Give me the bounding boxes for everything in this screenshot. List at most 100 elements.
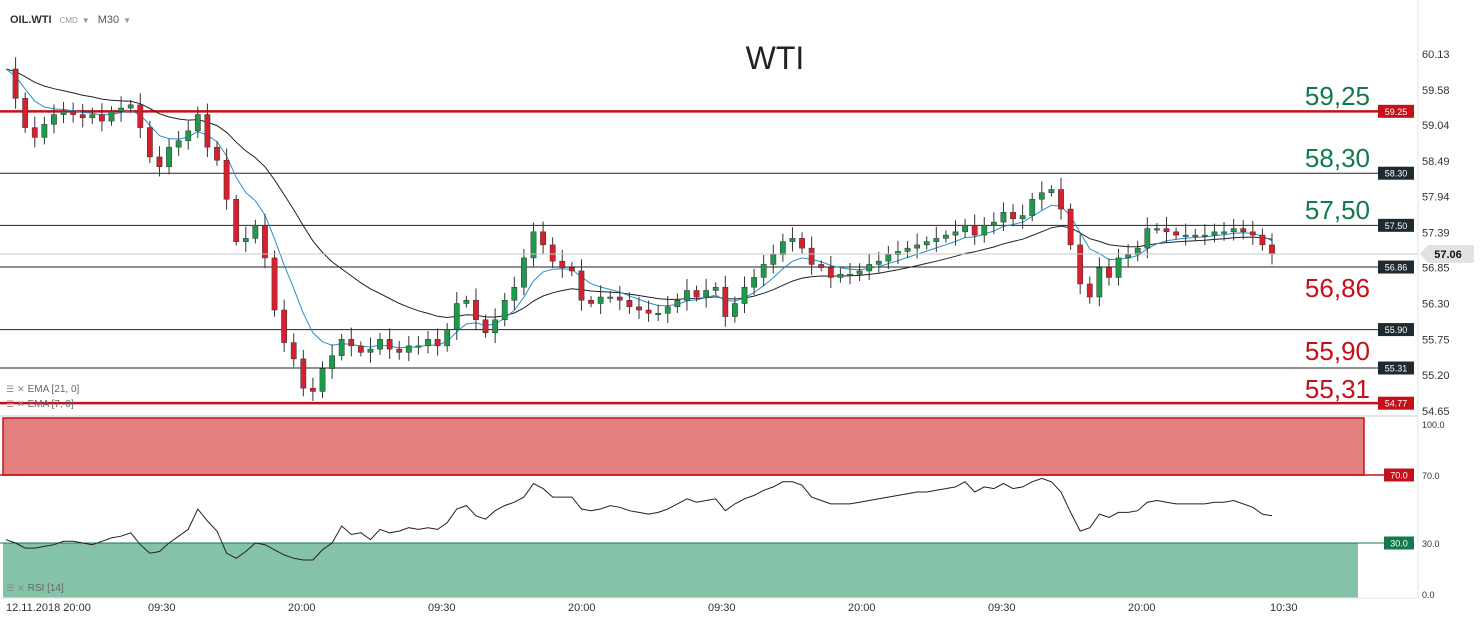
price-tick-label: 59.04 [1422,120,1450,132]
candle-body [146,127,153,158]
price-tick-label: 57.39 [1422,228,1450,240]
candle-body [645,309,652,314]
candle [492,308,499,344]
candle [70,102,77,123]
time-tick-label: 20:00 [1128,602,1156,614]
level-tag-text-57.50: 57.50 [1385,221,1408,231]
time-tick-label: 09:30 [988,602,1016,614]
candle [885,245,892,270]
level-tag-text-58.30: 58.30 [1385,169,1408,179]
candle-body [1144,228,1151,249]
candle-body [712,286,719,291]
candle-body [185,130,192,141]
candle-body [108,111,115,122]
close-icon[interactable]: ✕ [17,399,25,409]
candle [310,377,316,401]
candle [357,341,364,357]
time-tick-label: 09:30 [708,602,736,614]
candle-body [818,264,825,268]
timeframe-selector[interactable]: M30 [97,14,120,26]
candle [386,328,393,359]
candle [242,226,249,253]
candle [60,101,67,124]
time-tick-label: 20:00 [288,602,316,614]
candle-body [779,241,786,255]
candle-body [242,238,249,242]
candle-body [1211,231,1218,236]
ema-21-line [5,68,1273,319]
candle-body [693,290,700,298]
candle [12,57,19,109]
candle-body [290,342,297,360]
candle-body [636,306,642,311]
candle-body [463,300,470,304]
rsi-level-tag-text-30: 30.0 [1390,539,1408,549]
candle [818,260,825,272]
candle-body [300,358,307,389]
candle [1240,220,1247,240]
candle [981,216,988,243]
chevron-down-icon[interactable]: ▼ [123,15,132,25]
time-tick-label: 09:30 [428,602,456,614]
candle [1269,233,1275,265]
candle-body [741,286,748,304]
level-tag-55.90 [1378,323,1414,337]
close-icon[interactable]: ✕ [17,583,25,593]
candle-body [60,111,67,115]
candle [1192,228,1199,241]
candle-body [990,221,997,226]
ema-21-indicator-label[interactable]: ☰ ✕ EMA [21, 0] [6,384,79,395]
price-tick-label: 56.30 [1422,299,1450,311]
bars-icon[interactable]: ☰ [6,399,15,409]
candle-body [1134,247,1141,255]
candle-body [386,339,393,350]
candle-body [1010,212,1016,220]
candle-body [914,244,921,249]
candle-body [856,270,863,275]
level-tag-text-55.31: 55.31 [1385,364,1408,374]
candle [271,250,278,317]
candle [1106,258,1112,286]
rsi-label-text: RSI [14] [27,583,64,594]
candle-body [444,329,451,347]
candle-body [540,231,546,246]
candle [559,249,566,278]
rsi-indicator-label[interactable]: ☰ ✕ RSI [14] [6,583,64,594]
candle [329,344,335,379]
candle [22,92,29,133]
rsi-line [5,477,1273,561]
candle [463,295,470,308]
rsi-level-tag-30 [1384,536,1414,550]
candle-body [962,225,968,233]
candle-body [175,140,182,148]
bars-icon[interactable]: ☰ [6,384,15,394]
candle-body [1038,192,1045,200]
rsi-tick-label: 70.0 [1422,471,1440,481]
candle-body [1201,234,1208,237]
candle [31,116,38,148]
price-tick-label: 55.20 [1422,370,1450,382]
candle-body [760,264,767,278]
candle [597,285,604,314]
candle-body [319,368,326,392]
chevron-down-icon[interactable]: ▼ [81,15,90,25]
time-tick-label: 20:00 [848,602,876,614]
candle [482,314,489,338]
candle [137,93,144,138]
candle [453,291,460,340]
symbol-name[interactable]: OIL.WTI [10,14,52,26]
candle-body [425,339,431,347]
candle [223,148,230,210]
candle-body [12,68,19,99]
level-tag-text-59.25: 59.25 [1385,107,1408,117]
candle [712,282,719,295]
close-icon[interactable]: ✕ [17,384,25,394]
candle-body [137,104,144,128]
time-tick-label: 10:30 [1270,602,1298,614]
candle-body [732,303,738,317]
bars-icon[interactable]: ☰ [6,583,15,593]
candle-body [194,114,201,132]
candle [204,103,211,158]
ema-7-indicator-label[interactable]: ☰ ✕ EMA [7, 0] [6,399,74,410]
